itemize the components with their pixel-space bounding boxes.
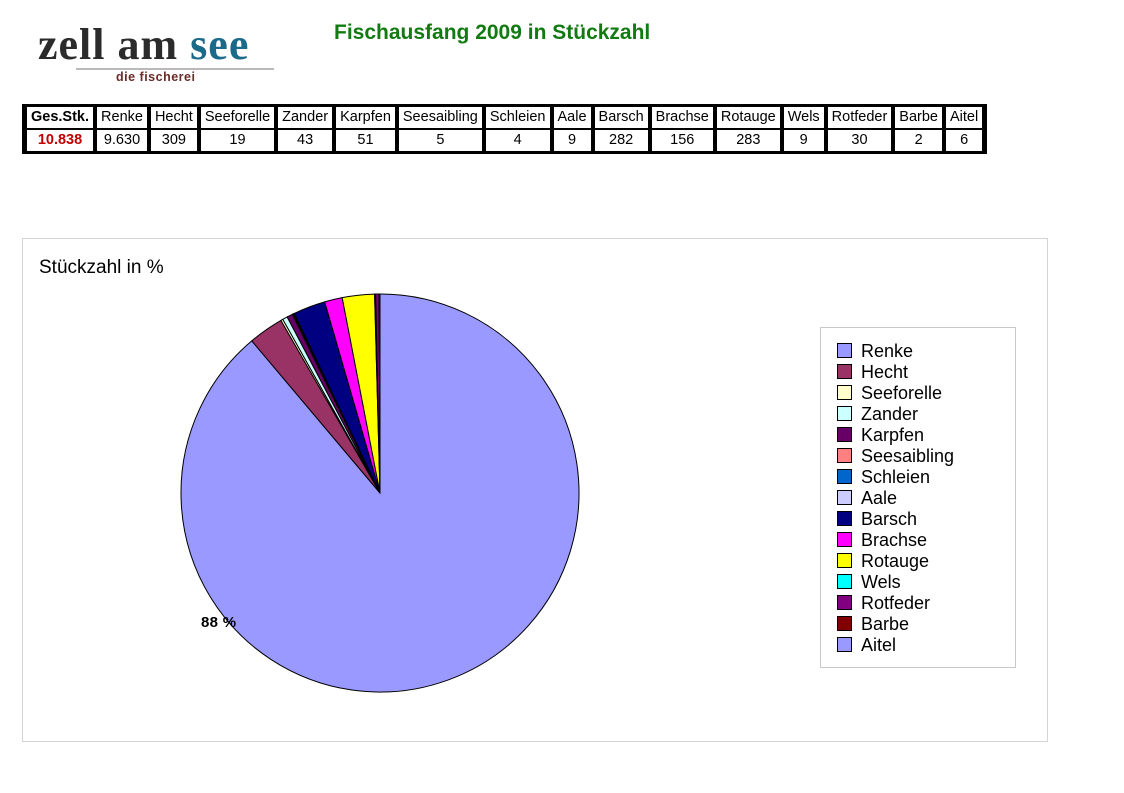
catch-summary-table: Ges.Stk. Renke Hecht Seeforelle Zander Karpf… bbox=[22, 104, 988, 154]
legend-swatch-icon bbox=[837, 385, 852, 400]
legend-item[interactable]: Seeforelle bbox=[837, 382, 1005, 403]
legend-item[interactable]: Rotfeder bbox=[837, 592, 1005, 613]
table-header-cell: Barbe bbox=[894, 106, 943, 129]
table-header-cell: Rotauge bbox=[715, 106, 781, 129]
pie-slice-label-renke: 88 % bbox=[201, 614, 237, 631]
pie-slice[interactable] bbox=[180, 293, 580, 693]
legend-swatch-icon bbox=[837, 637, 852, 652]
legend-swatch-icon bbox=[837, 427, 852, 442]
legend-item-label: Aale bbox=[861, 487, 898, 508]
legend-swatch-icon bbox=[837, 406, 852, 421]
fish-table: Ges.Stk. Renke Hecht Seeforelle Zander Karpf… bbox=[22, 104, 988, 154]
legend-item[interactable]: Rotauge bbox=[837, 550, 1005, 571]
logo-divider bbox=[76, 68, 274, 70]
table-header-cell: Aitel bbox=[945, 106, 984, 129]
site-logo: zell am see die fischerei bbox=[38, 22, 278, 84]
legend-swatch-icon bbox=[837, 448, 852, 463]
legend-item[interactable]: Aitel bbox=[837, 634, 1005, 655]
legend-item[interactable]: Seesaibling bbox=[837, 445, 1005, 466]
legend-swatch-icon bbox=[837, 469, 852, 484]
legend-item-label: Barsch bbox=[861, 508, 918, 529]
table-value-cell: 9 bbox=[782, 129, 825, 152]
table-value-cell: 5 bbox=[397, 129, 483, 152]
table-value-cell: 9 bbox=[552, 129, 592, 152]
table-value-cell: 282 bbox=[593, 129, 649, 152]
table-header-row: Ges.Stk. Renke Hecht Seeforelle Zander Karpf… bbox=[26, 106, 984, 129]
legend-item-label: Seeforelle bbox=[861, 382, 943, 403]
legend-item-label: Hecht bbox=[861, 361, 909, 382]
legend-item-label: Barbe bbox=[861, 613, 910, 634]
legend-swatch-icon bbox=[837, 532, 852, 547]
logo-word-am: am bbox=[117, 20, 179, 69]
logo-word-zell: zell bbox=[38, 20, 106, 69]
legend-item-label: Rotauge bbox=[861, 550, 930, 571]
legend-item-label: Schleien bbox=[861, 466, 931, 487]
legend-swatch-icon bbox=[837, 364, 852, 379]
legend-item-label: Aitel bbox=[861, 634, 897, 655]
legend-item-label: Wels bbox=[861, 571, 901, 592]
legend-item[interactable]: Schleien bbox=[837, 466, 1005, 487]
legend-swatch-icon bbox=[837, 574, 852, 589]
chart-subtitle: Stückzahl in % bbox=[39, 257, 164, 278]
table-value-row: 10.838 9.630 309 19 43 51 5 4 9 282 156 283 9 30 2 6 bbox=[26, 129, 984, 152]
legend-item[interactable]: Zander bbox=[837, 403, 1005, 424]
chart-panel: Stückzahl in % 88 % Renke Hecht Seeforelle… bbox=[22, 238, 1048, 742]
table-header-cell: Seesaibling bbox=[397, 106, 483, 129]
chart-legend: Renke Hecht Seeforelle Zander Karpfen Seesaib… bbox=[820, 327, 1016, 668]
table-value-cell: 30 bbox=[826, 129, 893, 152]
page-title: Fischausfang 2009 in Stückzahl bbox=[334, 21, 651, 44]
table-value-cell: 19 bbox=[199, 129, 276, 152]
legend-item-label: Karpfen bbox=[861, 424, 925, 445]
logo-wordmark: zell am see bbox=[38, 22, 278, 68]
legend-item[interactable]: Hecht bbox=[837, 361, 1005, 382]
legend-item[interactable]: Barsch bbox=[837, 508, 1005, 529]
table-value-cell: 6 bbox=[945, 129, 984, 152]
table-header-cell: Barsch bbox=[593, 106, 649, 129]
table-header-total: Ges.Stk. bbox=[26, 106, 95, 129]
pie-chart bbox=[178, 291, 582, 695]
legend-swatch-icon bbox=[837, 343, 852, 358]
pie-slice[interactable] bbox=[378, 293, 381, 494]
table-header-cell: Zander bbox=[277, 106, 334, 129]
table-header-cell: Rotfeder bbox=[826, 106, 893, 129]
table-value-cell: 4 bbox=[484, 129, 551, 152]
legend-item-label: Renke bbox=[861, 340, 914, 361]
legend-swatch-icon bbox=[837, 616, 852, 631]
legend-swatch-icon bbox=[837, 490, 852, 505]
table-header-cell: Karpfen bbox=[335, 106, 396, 129]
table-header-cell: Renke bbox=[96, 106, 148, 129]
legend-swatch-icon bbox=[837, 595, 852, 610]
legend-item[interactable]: Brachse bbox=[837, 529, 1005, 550]
pie-chart-svg bbox=[180, 293, 580, 693]
legend-item-label: Brachse bbox=[861, 529, 928, 550]
legend-item[interactable]: Karpfen bbox=[837, 424, 1005, 445]
table-value-cell: 2 bbox=[894, 129, 943, 152]
table-header-cell: Seeforelle bbox=[199, 106, 276, 129]
legend-item-label: Zander bbox=[861, 403, 919, 424]
table-header-cell: Aale bbox=[552, 106, 592, 129]
legend-item[interactable]: Aale bbox=[837, 487, 1005, 508]
legend-swatch-icon bbox=[837, 553, 852, 568]
logo-word-see: see bbox=[190, 20, 250, 69]
legend-item[interactable]: Renke bbox=[837, 340, 1005, 361]
legend-swatch-icon bbox=[837, 511, 852, 526]
table-value-cell: 43 bbox=[277, 129, 334, 152]
legend-item-label: Rotfeder bbox=[861, 592, 931, 613]
legend-item[interactable]: Barbe bbox=[837, 613, 1005, 634]
table-value-cell: 51 bbox=[335, 129, 396, 152]
table-value-cell: 309 bbox=[149, 129, 198, 152]
legend-item-label: Seesaibling bbox=[861, 445, 955, 466]
table-value-cell: 9.630 bbox=[96, 129, 148, 152]
table-value-cell: 156 bbox=[650, 129, 714, 152]
table-header-cell: Hecht bbox=[149, 106, 198, 129]
table-header-cell: Schleien bbox=[484, 106, 551, 129]
logo-subtitle: die fischerei bbox=[116, 70, 196, 84]
table-header-cell: Wels bbox=[782, 106, 825, 129]
table-value-total: 10.838 bbox=[26, 129, 95, 152]
table-value-cell: 283 bbox=[715, 129, 781, 152]
table-header-cell: Brachse bbox=[650, 106, 714, 129]
legend-item[interactable]: Wels bbox=[837, 571, 1005, 592]
